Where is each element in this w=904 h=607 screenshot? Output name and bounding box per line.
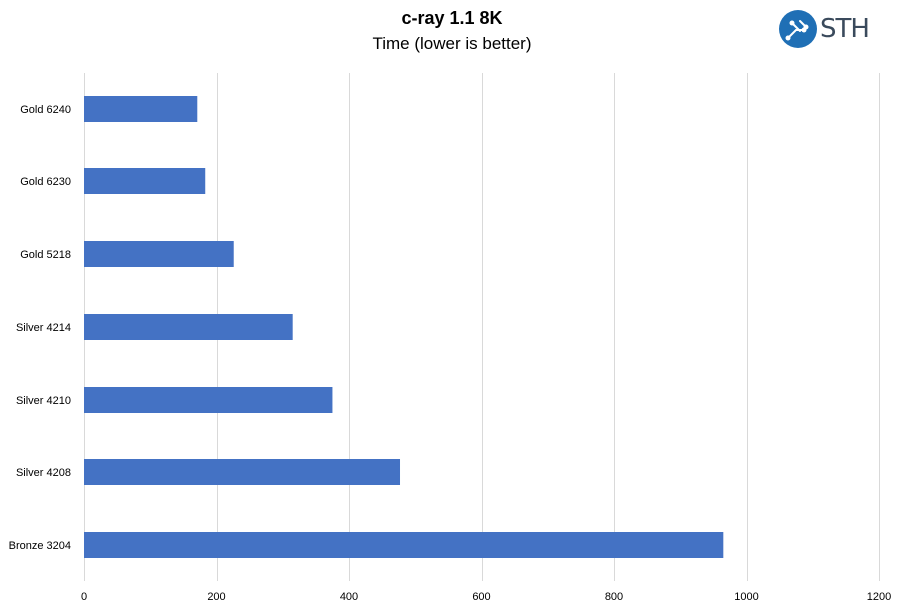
category-label: Silver 4208: [16, 467, 71, 479]
chart-subtitle: Time (lower is better): [372, 34, 532, 53]
bar: [84, 459, 401, 485]
sth-logo-icon: [779, 10, 817, 48]
bar: [84, 96, 198, 122]
x-tick-label: 1000: [734, 591, 758, 603]
category-label: Silver 4214: [16, 322, 71, 334]
bar: [84, 241, 234, 267]
x-tick-label: 800: [605, 591, 623, 603]
category-labels: Gold 6240 Gold 6230 Gold 5218 Silver 4214 Si…: [9, 104, 71, 552]
sth-logo-text: STH: [820, 14, 870, 44]
x-tick-label: 600: [472, 591, 490, 603]
x-tick-label: 400: [340, 591, 358, 603]
category-label: Gold 6240: [20, 104, 71, 116]
category-label: Silver 4210: [16, 395, 71, 407]
x-tick-label: 0: [81, 591, 87, 603]
category-label: Gold 6230: [20, 176, 71, 188]
x-tick-label: 1200: [867, 591, 891, 603]
bar: [84, 532, 724, 558]
bar: [84, 387, 333, 413]
bar: [84, 314, 293, 340]
chart-title: c-ray 1.1 8K: [401, 8, 503, 28]
x-tick-label: 200: [207, 591, 225, 603]
sth-logo: STH: [778, 9, 870, 51]
x-tick-labels: 0 200 400 600 800 1000 1200: [81, 591, 891, 603]
bars: [84, 96, 724, 558]
category-label: Bronze 3204: [9, 540, 71, 552]
category-label: Gold 5218: [20, 249, 71, 261]
bar: [84, 168, 206, 194]
